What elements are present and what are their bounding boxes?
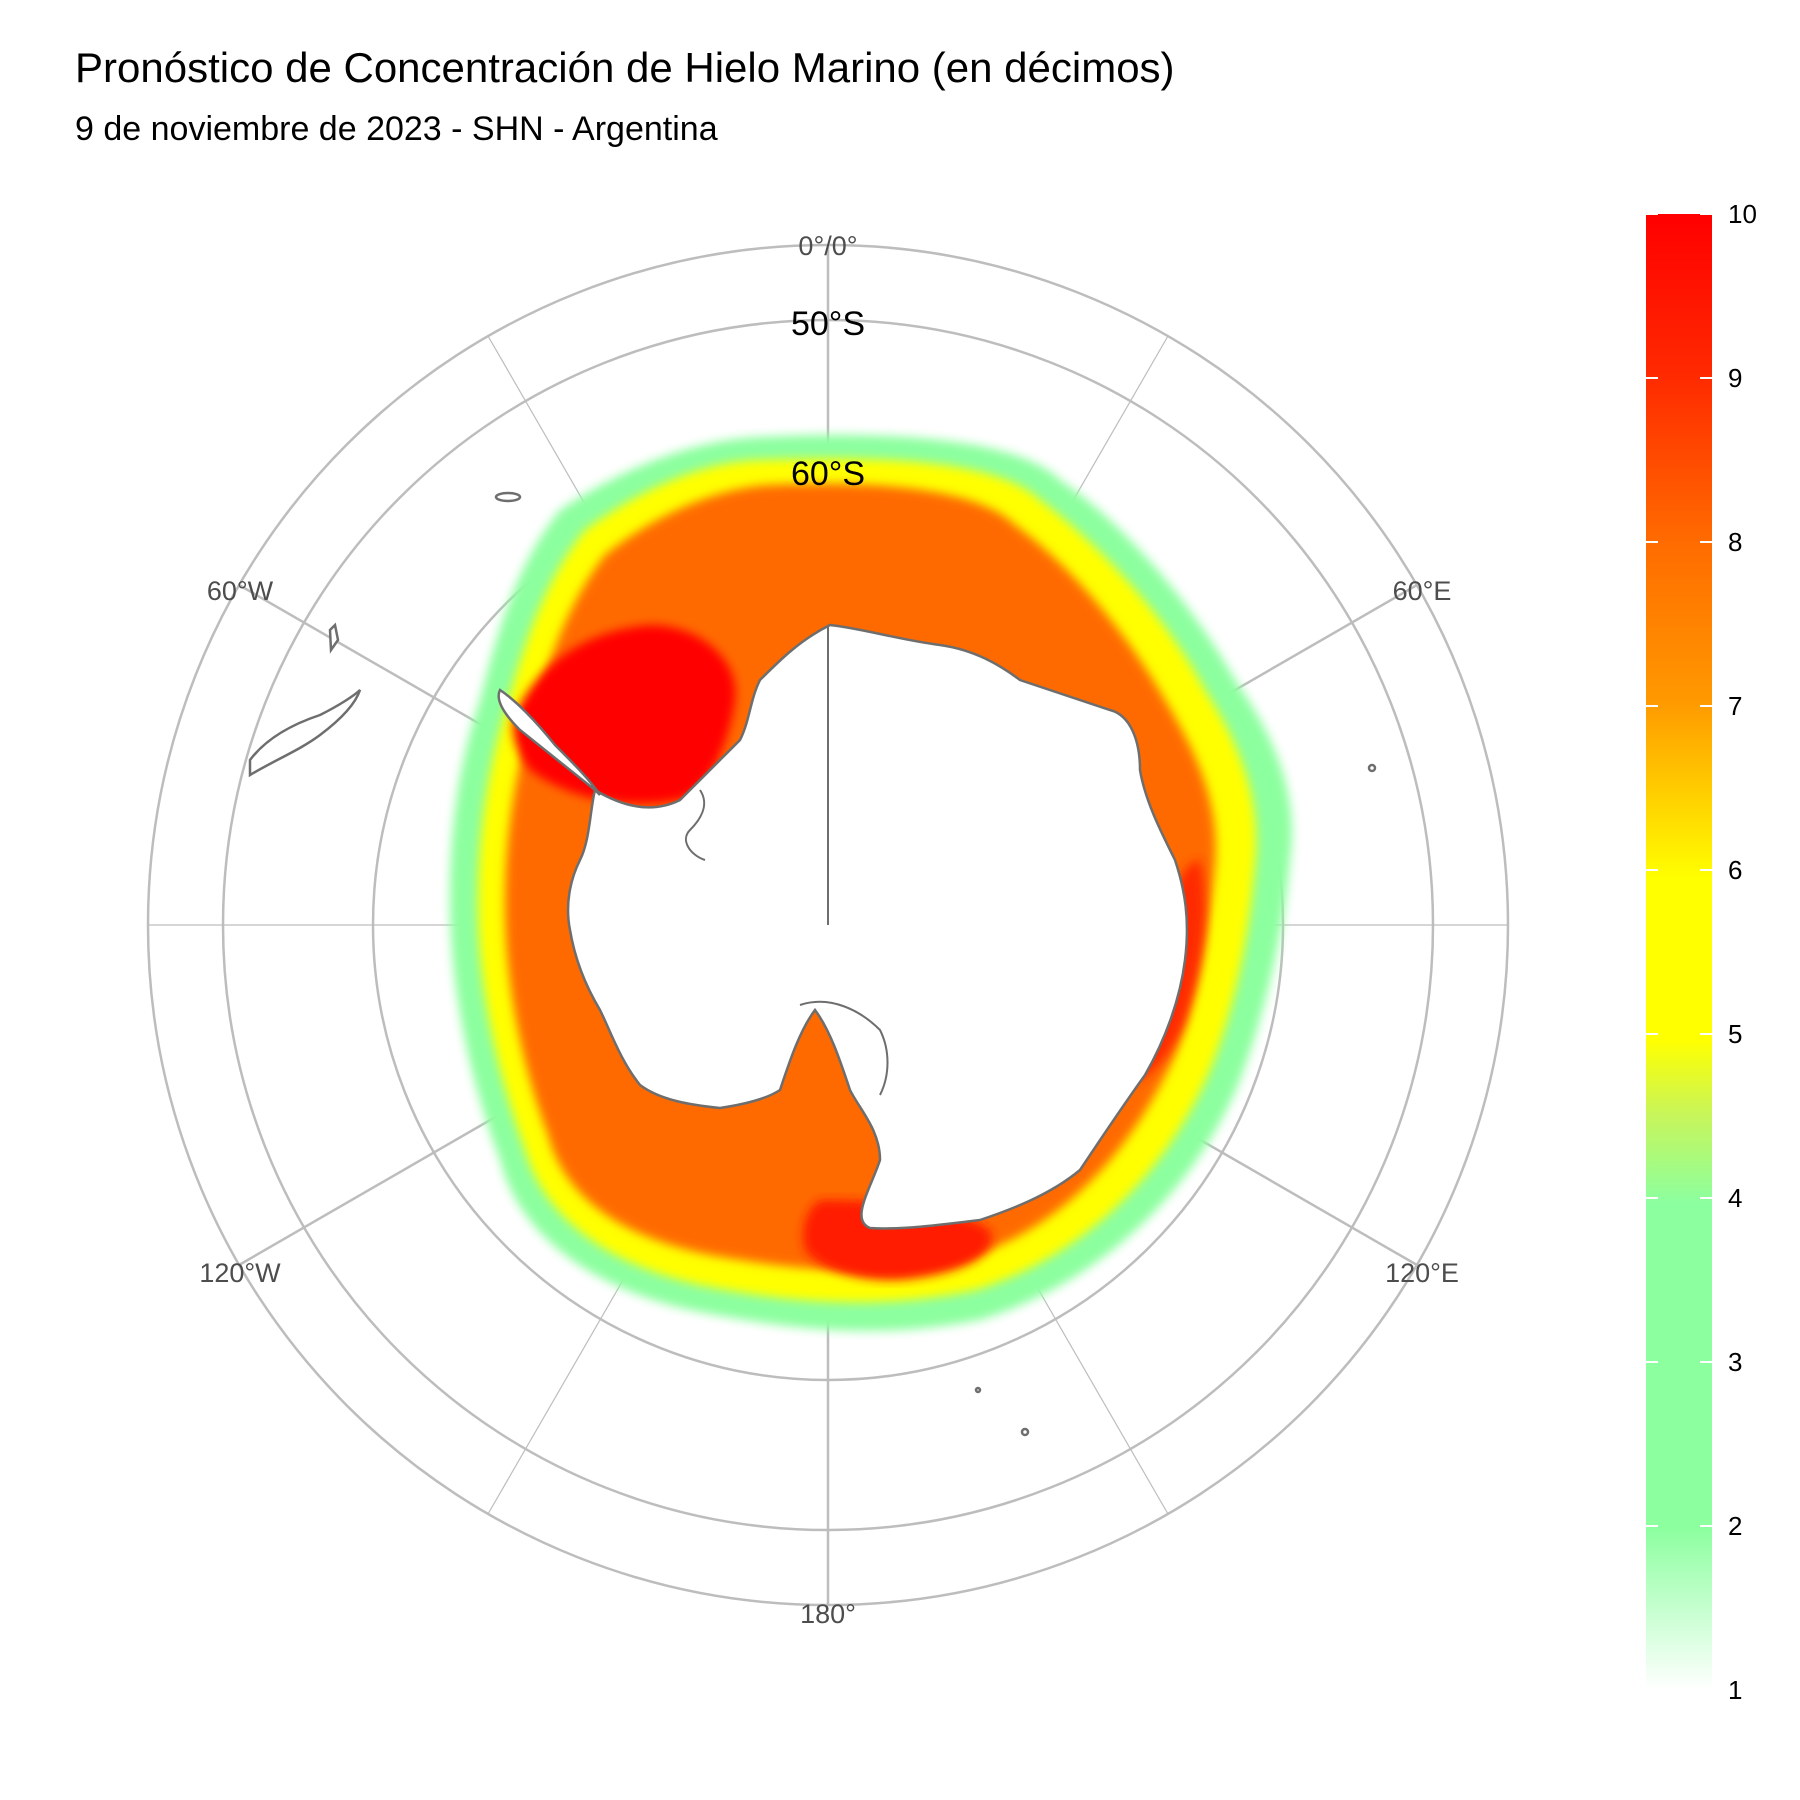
south-georgia bbox=[494, 491, 522, 503]
legend-tick-label: 9 bbox=[1728, 363, 1742, 393]
kerguelen-island bbox=[1367, 763, 1377, 773]
lon-label-0: 0°/0° bbox=[798, 231, 857, 261]
campbell-island bbox=[974, 1386, 982, 1394]
legend-tick-label: 10 bbox=[1728, 199, 1757, 229]
lon-label-60e: 60°E bbox=[1393, 576, 1452, 606]
latitude-labels: 50°S 60°S bbox=[791, 305, 865, 493]
legend-tick-label: 2 bbox=[1728, 1511, 1742, 1541]
legend-colorbar bbox=[1646, 214, 1712, 1690]
legend-tick-label: 4 bbox=[1728, 1183, 1742, 1213]
legend-tick-label: 6 bbox=[1728, 855, 1742, 885]
lon-label-120w: 120°W bbox=[199, 1258, 281, 1288]
longitude-labels: 0°/0° 60°W 60°E 120°W 120°E 180° bbox=[199, 231, 1459, 1629]
legend-tick-label: 3 bbox=[1728, 1347, 1742, 1377]
ice-shelf-ross bbox=[799, 1000, 889, 1096]
south-america bbox=[248, 491, 1377, 1437]
ice-shelf-ronne bbox=[685, 789, 706, 861]
antarctic-peninsula bbox=[497, 688, 602, 796]
page-title: Pronóstico de Concentración de Hielo Mar… bbox=[75, 44, 1175, 91]
legend: 10 9 8 7 6 5 4 3 2 1 bbox=[1646, 199, 1757, 1705]
patagonia-tip bbox=[328, 622, 340, 654]
legend-tick-label: 5 bbox=[1728, 1019, 1742, 1049]
lon-label-120e: 120°E bbox=[1385, 1258, 1459, 1288]
lat-label-50s: 50°S bbox=[791, 305, 865, 343]
legend-ticks: 10 9 8 7 6 5 4 3 2 1 bbox=[1646, 199, 1757, 1705]
legend-tick-label: 7 bbox=[1728, 691, 1742, 721]
tierra-del-fuego bbox=[248, 689, 362, 778]
legend-tick-label: 8 bbox=[1728, 527, 1742, 557]
legend-tick-label: 1 bbox=[1728, 1675, 1742, 1705]
antarctica bbox=[497, 623, 1189, 1230]
macquarie-island bbox=[1020, 1427, 1030, 1437]
page-subtitle: 9 de noviembre de 2023 - SHN - Argentina bbox=[75, 110, 718, 148]
lat-label-60s: 60°S bbox=[791, 455, 865, 493]
lon-label-60w: 60°W bbox=[207, 576, 274, 606]
lon-label-180: 180° bbox=[800, 1599, 856, 1629]
